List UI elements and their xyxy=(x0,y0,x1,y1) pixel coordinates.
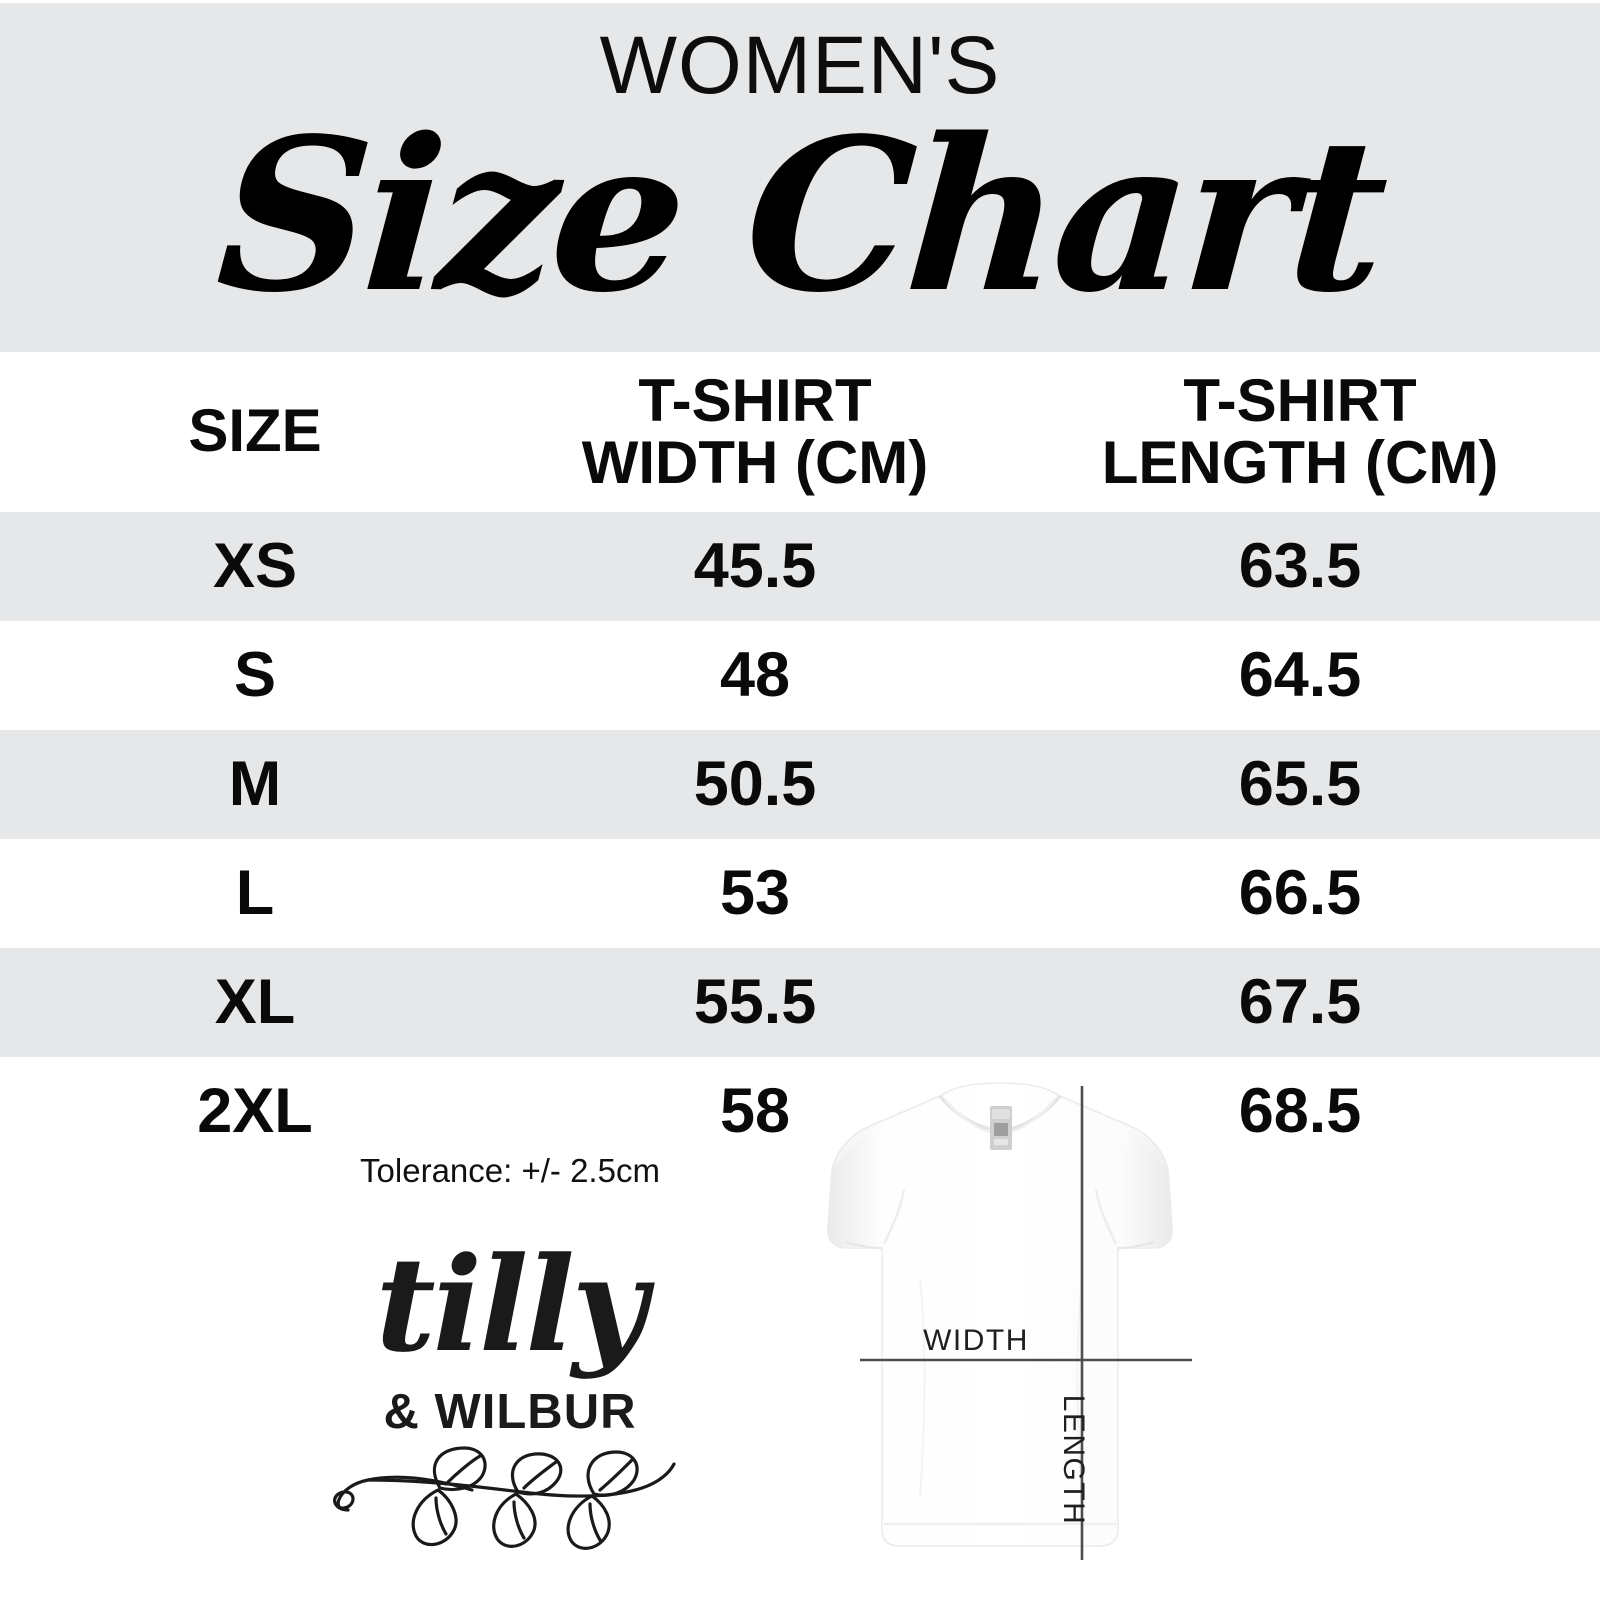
cell-size: M xyxy=(228,749,282,819)
cell-length: 67.5 xyxy=(1238,967,1362,1037)
brand-logo: tilly & WILBUR xyxy=(330,1240,690,1560)
table-row: S 48 64.5 xyxy=(0,621,1600,730)
tshirt-body xyxy=(827,1082,1173,1547)
measurement-guides xyxy=(860,1086,1192,1560)
cell-size: 2XL xyxy=(197,1076,313,1146)
size-table: SIZE T-SHIRT WIDTH (CM) T-SHIRT LENGTH (… xyxy=(0,352,1600,1166)
leaf-branch-icon xyxy=(333,1446,676,1550)
cell-width: 58 xyxy=(719,1076,791,1146)
tolerance-note: Tolerance: +/- 2.5cm xyxy=(360,1152,660,1189)
cell-length: 66.5 xyxy=(1238,858,1362,928)
width-label: WIDTH xyxy=(923,1324,1029,1357)
table-row: XL 55.5 67.5 xyxy=(0,948,1600,1057)
column-header-length-line2: LENGTH (CM) xyxy=(1101,429,1499,496)
brand-name: tilly xyxy=(375,1228,648,1381)
table-row: M 50.5 65.5 xyxy=(0,730,1600,839)
cell-size: S xyxy=(233,640,277,710)
cell-width: 55.5 xyxy=(693,967,817,1037)
cell-size: L xyxy=(235,858,275,928)
cell-width: 45.5 xyxy=(693,531,817,601)
cell-width: 50.5 xyxy=(693,749,817,819)
table-header-row: SIZE T-SHIRT WIDTH (CM) T-SHIRT LENGTH (… xyxy=(0,352,1600,512)
neck-label xyxy=(990,1106,1012,1150)
table-row: 2XL 58 68.5 xyxy=(0,1057,1600,1166)
tshirt-illustration: WIDTH LENGTH xyxy=(827,1082,1192,1560)
column-header-width-line1: T-SHIRT xyxy=(638,367,872,435)
table-row: L 53 66.5 xyxy=(0,839,1600,948)
column-header-width-line2: WIDTH (CM) xyxy=(581,429,929,496)
column-header-length-line1: T-SHIRT xyxy=(1183,367,1417,435)
cell-length: 63.5 xyxy=(1238,531,1362,601)
cell-length: 65.5 xyxy=(1238,749,1362,819)
cell-width: 53 xyxy=(719,858,791,928)
cell-size: XL xyxy=(214,967,296,1037)
column-header-size: SIZE xyxy=(188,397,322,465)
column-header-width: T-SHIRT WIDTH (CM) xyxy=(510,370,1000,494)
header-eyebrow: WOMEN'S xyxy=(599,20,1001,111)
table-row: XS 45.5 63.5 xyxy=(0,512,1600,621)
page-title: Size Chart xyxy=(210,92,1390,339)
brand-subname: & WILBUR xyxy=(383,1385,637,1439)
cell-width: 48 xyxy=(719,640,791,710)
header-banner: WOMEN'S Size Chart xyxy=(0,3,1600,352)
length-label: LENGTH xyxy=(1057,1395,1090,1526)
cell-size: XS xyxy=(212,531,298,601)
cell-length: 64.5 xyxy=(1238,640,1362,710)
column-header-length: T-SHIRT LENGTH (CM) xyxy=(1000,370,1600,494)
cell-length: 68.5 xyxy=(1238,1076,1362,1146)
